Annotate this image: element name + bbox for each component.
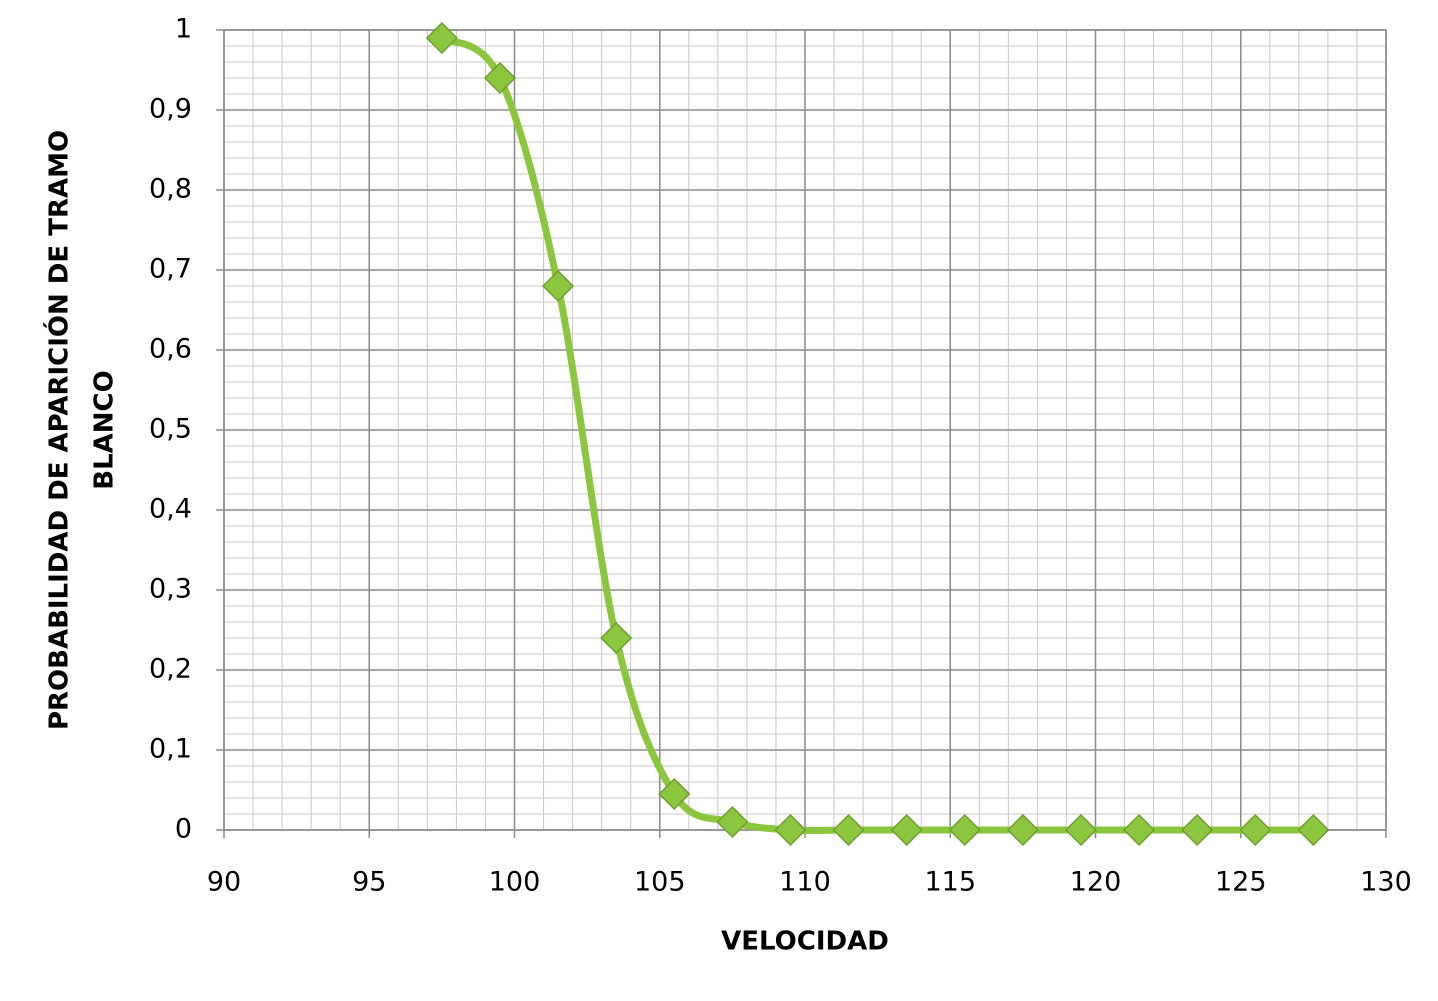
y-tick-label: 1 [175,14,192,45]
marker [774,813,807,847]
y-tick-label: 0,3 [149,574,192,605]
y-tick-label: 0 [175,814,192,845]
marker [832,813,865,847]
x-tick-label: 125 [1215,867,1267,898]
marker [890,813,923,847]
marker [1123,813,1156,847]
marker [1297,813,1330,847]
grid [223,29,1387,831]
y-axis-title-line: PROBABILIDAD DE APARICIÓN DE TRAMO [43,130,75,730]
marker [948,813,981,847]
y-axis-title: PROBABILIDAD DE APARICIÓN DE TRAMO BLANC… [43,130,120,730]
y-axis-title-line: BLANCO [90,370,120,489]
marker [600,621,633,655]
y-tick-label: 0,8 [149,174,192,205]
x-tick-label: 115 [924,867,976,898]
y-tick-label: 0,7 [149,254,192,285]
marker [716,805,749,839]
marker [1239,813,1272,847]
y-tick-label: 0,1 [149,734,192,765]
marker [1181,813,1214,847]
x-tick-label: 105 [634,867,686,898]
marker [542,269,575,303]
x-axis-title: VELOCIDAD [721,927,889,957]
marker [425,21,458,55]
x-tick-label: 95 [352,867,386,898]
marker [658,777,691,811]
x-tick-label: 90 [207,867,241,898]
x-tick-label: 120 [1070,867,1122,898]
y-tick-label: 0,9 [149,94,192,125]
marker [1064,813,1098,847]
marker [1006,813,1039,847]
y-tick-label: 0,5 [149,414,192,445]
y-tick-label: 0,4 [149,494,192,525]
x-tick-label: 110 [779,867,831,898]
marker [483,61,517,95]
y-tick-label: 0,6 [149,334,192,365]
x-tick-label: 100 [489,867,541,898]
x-tick-label: 130 [1360,867,1412,898]
y-tick-label: 0,2 [149,654,192,685]
